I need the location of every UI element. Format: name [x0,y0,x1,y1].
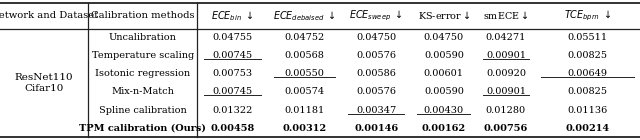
Text: smECE$\downarrow$: smECE$\downarrow$ [483,10,529,21]
Text: Temperature scaling: Temperature scaling [92,51,194,60]
Text: $ECE_{debaised}$ $\downarrow$: $ECE_{debaised}$ $\downarrow$ [273,9,336,23]
Text: 0.04755: 0.04755 [212,33,252,42]
Text: Spline calibration: Spline calibration [99,106,187,115]
Text: 0.00568: 0.00568 [285,51,324,60]
Text: 0.00745: 0.00745 [212,51,252,60]
Text: $ECE_{bin}$ $\downarrow$: $ECE_{bin}$ $\downarrow$ [211,9,253,23]
Text: 0.00550: 0.00550 [285,69,324,78]
Text: 0.00214: 0.00214 [566,124,609,133]
Text: 0.01181: 0.01181 [285,106,324,115]
Text: 0.00901: 0.00901 [486,88,526,96]
Text: 0.00574: 0.00574 [285,88,324,96]
Text: TPM calibration (Ours): TPM calibration (Ours) [79,124,206,133]
Text: 0.00347: 0.00347 [356,106,396,115]
Text: 0.00825: 0.00825 [568,88,607,96]
Text: 0.00756: 0.00756 [484,124,528,133]
Text: 0.04750: 0.04750 [356,33,396,42]
Text: 0.04752: 0.04752 [285,33,324,42]
Text: 0.05511: 0.05511 [568,33,607,42]
Text: 0.00920: 0.00920 [486,69,526,78]
Text: 0.00430: 0.00430 [424,106,464,115]
Text: 0.00586: 0.00586 [356,69,396,78]
Text: 0.00753: 0.00753 [212,69,252,78]
Text: 0.04750: 0.04750 [424,33,464,42]
Text: 0.00162: 0.00162 [422,124,466,133]
Text: 0.00901: 0.00901 [486,51,526,60]
Text: ResNet110
Cifar10: ResNet110 Cifar10 [15,73,74,93]
Text: 0.01322: 0.01322 [212,106,253,115]
Text: 0.01280: 0.01280 [486,106,526,115]
Text: Calibration methods: Calibration methods [91,11,195,20]
Text: 0.00458: 0.00458 [210,124,255,133]
Text: 0.04271: 0.04271 [486,33,526,42]
Text: Isotonic regression: Isotonic regression [95,69,190,78]
Text: 0.00590: 0.00590 [424,51,464,60]
Text: 0.00649: 0.00649 [568,69,607,78]
Text: Uncalibration: Uncalibration [109,33,177,42]
Text: $ECE_{sweep}$ $\downarrow$: $ECE_{sweep}$ $\downarrow$ [349,9,403,23]
Text: 0.01136: 0.01136 [568,106,607,115]
Text: Network and Dataset: Network and Dataset [0,11,99,20]
Text: 0.00576: 0.00576 [356,88,396,96]
Text: KS-error$\downarrow$: KS-error$\downarrow$ [418,10,470,21]
Text: 0.00825: 0.00825 [568,51,607,60]
Text: 0.00312: 0.00312 [283,124,326,133]
Text: 0.00590: 0.00590 [424,88,464,96]
Text: $TCE_{bpm}$ $\downarrow$: $TCE_{bpm}$ $\downarrow$ [564,9,611,23]
Text: 0.00146: 0.00146 [355,124,398,133]
Text: Mix-n-Match: Mix-n-Match [111,88,174,96]
Text: 0.00745: 0.00745 [212,88,252,96]
Text: 0.00576: 0.00576 [356,51,396,60]
Text: 0.00601: 0.00601 [424,69,464,78]
